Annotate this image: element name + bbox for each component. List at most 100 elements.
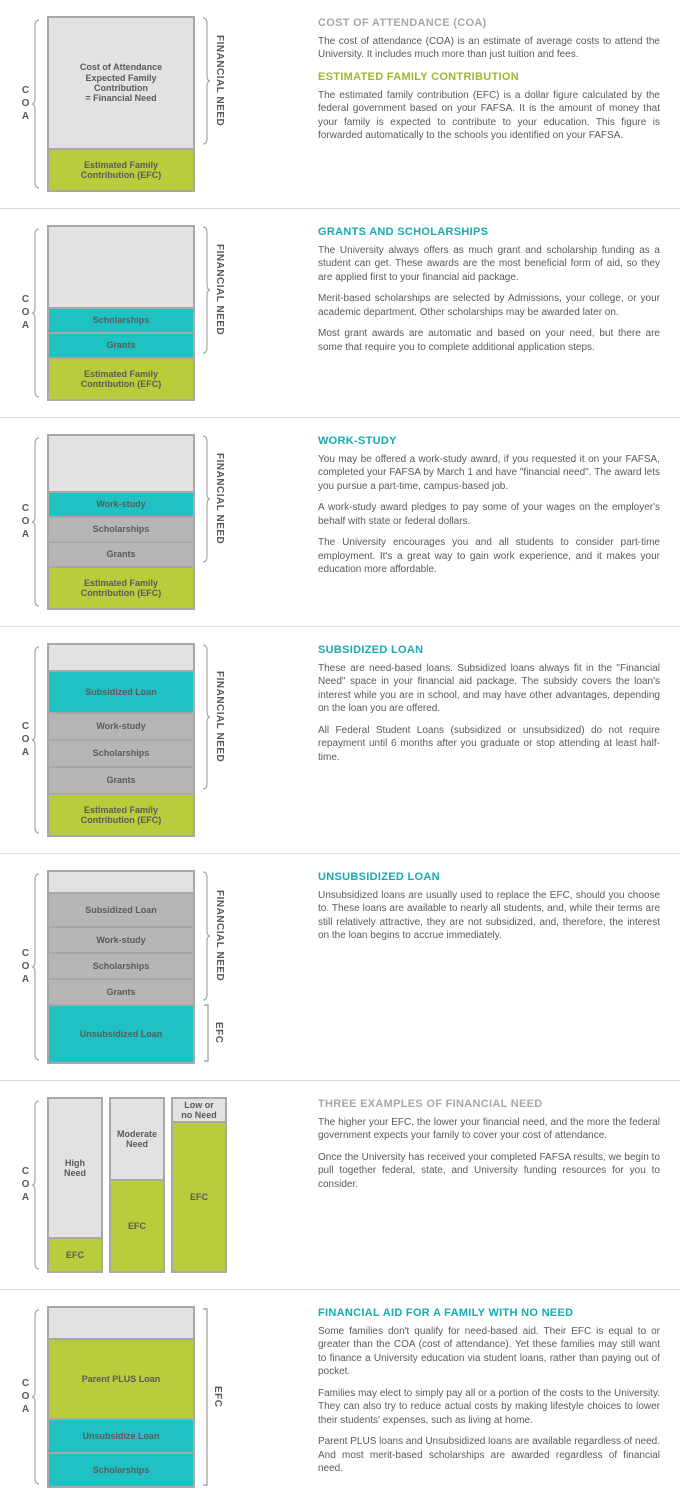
stack-block: Parent PLUS Loan: [49, 1338, 193, 1418]
section-grants: COA ScholarshipsGrantsEstimated FamilyCo…: [0, 209, 680, 418]
stack-block: [49, 872, 193, 892]
coa-label: COA: [20, 948, 31, 987]
section-noneed: COA Parent PLUS LoanUnsubsidize LoanScho…: [0, 1290, 680, 1504]
stack-block: Scholarships: [49, 307, 193, 332]
need-block: HighNeed: [49, 1099, 101, 1237]
heading: COST OF ATTENDANCE (COA): [318, 16, 660, 31]
paragraph: You may be offered a work-study award, i…: [318, 453, 660, 494]
diagram-workstudy: COA Work-studyScholarshipsGrantsEstimate…: [20, 434, 300, 610]
efc-side-label: EFC: [212, 1386, 223, 1408]
text-subloan: SUBSIDIZED LOAN These are need-based loan…: [318, 643, 660, 837]
diagram-grants: COA ScholarshipsGrantsEstimated FamilyCo…: [20, 225, 300, 401]
stack-block: Scholarships: [49, 516, 193, 541]
section-coa: COA Cost of AttendanceExpected FamilyCon…: [0, 0, 680, 209]
efc-block: EFC: [49, 1237, 101, 1271]
heading: UNSUBSIDIZED LOAN: [318, 870, 660, 885]
heading: WORK-STUDY: [318, 434, 660, 449]
diagram-three: COA HighNeed EFC ModerateNeed EFC Low or…: [20, 1097, 300, 1273]
stack-block: Subsidized Loan: [49, 670, 193, 712]
need-block: ModerateNeed: [111, 1099, 163, 1179]
stack-block: Grants: [49, 978, 193, 1004]
diagram-coa: COA Cost of AttendanceExpected FamilyCon…: [20, 16, 300, 192]
financial-need-label: FINANCIAL NEED: [214, 870, 225, 1002]
paragraph: The higher your EFC, the lower your fina…: [318, 1116, 660, 1143]
example-stack: ModerateNeed EFC: [109, 1097, 165, 1273]
stack-block: Estimated FamilyContribution (EFC): [49, 357, 193, 399]
paragraph: Families may elect to simply pay all or …: [318, 1387, 660, 1428]
coa-bracket: COA: [20, 1099, 41, 1271]
paragraph: Unsubsidized loans are usually used to r…: [318, 889, 660, 943]
section-workstudy: COA Work-studyScholarshipsGrantsEstimate…: [0, 418, 680, 627]
section-unsubloan: COA Subsidized LoanWork-studyScholarship…: [0, 854, 680, 1081]
text-coa: COST OF ATTENDANCE (COA) The cost of atte…: [318, 16, 660, 192]
financial-need-label: FINANCIAL NEED: [214, 16, 225, 146]
stack-block: [49, 227, 193, 307]
coa-label: COA: [20, 503, 31, 542]
paragraph: Once the University has received your co…: [318, 1151, 660, 1192]
stack-block: Subsidized Loan: [49, 892, 193, 926]
heading: THREE EXAMPLES OF FINANCIAL NEED: [318, 1097, 660, 1112]
efc-block: EFC: [111, 1179, 163, 1271]
coa-bracket: COA: [20, 1308, 41, 1486]
paragraph: These are need-based loans. Subsidized l…: [318, 662, 660, 716]
text-workstudy: WORK-STUDY You may be offered a work-stud…: [318, 434, 660, 610]
stack-block: Scholarships: [49, 952, 193, 978]
paragraph: Merit-based scholarships are selected by…: [318, 292, 660, 319]
stack-block: [49, 436, 193, 491]
coa-label: COA: [20, 294, 31, 333]
stack-block: [49, 1308, 193, 1338]
paragraph: The cost of attendance (COA) is an estim…: [318, 35, 660, 62]
paragraph: Some families don't qualify for need-bas…: [318, 1325, 660, 1379]
example-stack: Low orno Need EFC: [171, 1097, 227, 1273]
stack-block: Unsubsidize Loan: [49, 1418, 193, 1452]
stack-block: Grants: [49, 766, 193, 793]
coa-label: COA: [20, 1166, 31, 1205]
stack-block: Grants: [49, 541, 193, 566]
stack-block: Work-study: [49, 712, 193, 739]
diagram-unsubloan: COA Subsidized LoanWork-studyScholarship…: [20, 870, 300, 1064]
paragraph: The estimated family contribution (EFC) …: [318, 89, 660, 143]
stack-block: Scholarships: [49, 739, 193, 766]
coa-bracket: COA: [20, 436, 41, 608]
efc-side-label: EFC: [213, 1004, 224, 1062]
coa-bracket: COA: [20, 227, 41, 399]
heading: GRANTS AND SCHOLARSHIPS: [318, 225, 660, 240]
stack-block: Estimated FamilyContribution (EFC): [49, 566, 193, 608]
coa-bracket: COA: [20, 872, 41, 1062]
paragraph: All Federal Student Loans (subsidized or…: [318, 724, 660, 765]
text-three: THREE EXAMPLES OF FINANCIAL NEED The high…: [318, 1097, 660, 1273]
stack-block: Grants: [49, 332, 193, 357]
section-subloan: COA Subsidized LoanWork-studyScholarship…: [0, 627, 680, 854]
stack-block: Estimated FamilyContribution (EFC): [49, 793, 193, 835]
text-unsubloan: UNSUBSIDIZED LOAN Unsubsidized loans are …: [318, 870, 660, 1064]
paragraph: The University encourages you and all st…: [318, 536, 660, 577]
text-grants: GRANTS AND SCHOLARSHIPS The University al…: [318, 225, 660, 401]
efc-block: EFC: [173, 1121, 225, 1271]
example-stack: HighNeed EFC: [47, 1097, 103, 1273]
paragraph: The University always offers as much gra…: [318, 244, 660, 285]
financial-need-label: FINANCIAL NEED: [214, 643, 225, 791]
stack-block: Scholarships: [49, 1452, 193, 1486]
financial-need-label: FINANCIAL NEED: [214, 434, 225, 564]
paragraph: A work-study award pledges to pay some o…: [318, 501, 660, 528]
coa-label: COA: [20, 1378, 31, 1417]
heading: FINANCIAL AID FOR A FAMILY WITH NO NEED: [318, 1306, 660, 1321]
stack-block: Unsubsidized Loan: [49, 1004, 193, 1062]
paragraph: Most grant awards are automatic and base…: [318, 327, 660, 354]
coa-label: COA: [20, 85, 31, 124]
financial-need-label: FINANCIAL NEED: [214, 225, 225, 355]
coa-bracket: COA: [20, 18, 41, 190]
text-noneed: FINANCIAL AID FOR A FAMILY WITH NO NEED S…: [318, 1306, 660, 1488]
coa-label: COA: [20, 721, 31, 760]
stack-block: Work-study: [49, 491, 193, 516]
stack-block: Work-study: [49, 926, 193, 952]
need-block: Low orno Need: [173, 1099, 225, 1121]
coa-bracket: COA: [20, 645, 41, 835]
stack-block: Cost of AttendanceExpected FamilyContrib…: [49, 18, 193, 148]
diagram-subloan: COA Subsidized LoanWork-studyScholarship…: [20, 643, 300, 837]
heading: SUBSIDIZED LOAN: [318, 643, 660, 658]
diagram-noneed: COA Parent PLUS LoanUnsubsidize LoanScho…: [20, 1306, 300, 1488]
stack-block: [49, 645, 193, 670]
section-three: COA HighNeed EFC ModerateNeed EFC Low or…: [0, 1081, 680, 1290]
heading-2: ESTIMATED FAMILY CONTRIBUTION: [318, 70, 660, 85]
